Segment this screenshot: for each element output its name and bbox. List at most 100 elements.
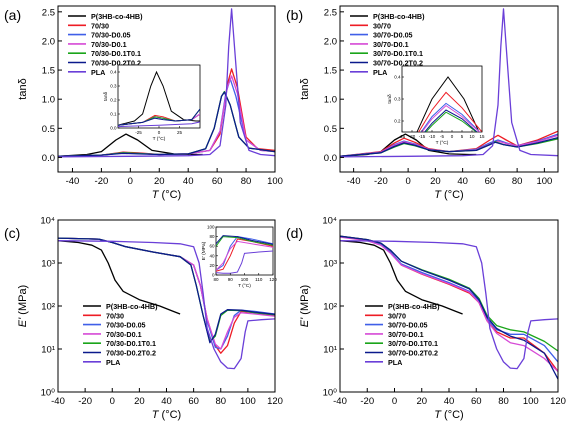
inset-x-tick-label: 10	[469, 134, 475, 139]
inset-y-tick-label: 0.3	[110, 84, 117, 89]
inset-x-axis-label: T (°C)	[436, 140, 449, 146]
series-line	[58, 240, 275, 370]
x-tick-label: 100	[267, 176, 283, 187]
inset-series-line	[425, 111, 478, 132]
inset-y-tick-label: 60	[209, 244, 215, 249]
inset-x-tick-label: -10	[429, 134, 436, 139]
legend-label: PLA	[388, 358, 402, 367]
inset-series-line	[118, 113, 200, 126]
plot-frame	[339, 5, 559, 173]
y-tick-label: 10³	[41, 259, 55, 270]
inset-frame	[215, 226, 274, 276]
inset-y-tick-label: 0.4	[110, 70, 117, 75]
legend: P(3HB-co-4HB)70/3070/30-D0.0570/30-D0.17…	[68, 12, 143, 77]
inset-plot: -25 -20 -15 -10 -5 0 5 10 15 0.2 0.3 0.4 T (°C) tanδ	[387, 65, 485, 146]
inset-x-tick-label: 110	[255, 277, 263, 282]
x-tick-label: -20	[360, 396, 374, 407]
legend-label: 30/70-D0.1T0.1	[373, 49, 423, 58]
legend-label: PLA	[91, 68, 105, 77]
legend-label: P(3HB-co-4HB)	[373, 12, 425, 21]
y-tick-label: 10⁰	[41, 388, 56, 399]
series-line	[340, 8, 558, 158]
inset-x-tick-label: 100	[241, 277, 249, 282]
legend-label: PLA	[373, 68, 387, 77]
inset-x-axis-label: T (°C)	[238, 283, 251, 289]
y-axis-label: tanδ	[299, 78, 311, 99]
panel-label: (b)	[286, 7, 303, 23]
legend-label: P(3HB-co-4HB)	[91, 12, 143, 21]
legend-label: P(3HB-co-4HB)	[388, 302, 440, 311]
x-tick-label: 60	[471, 396, 482, 407]
legend-label: P(3HB-co-4HB)	[106, 302, 158, 311]
x-tick-label: 20	[416, 396, 427, 407]
legend-label: 30/70-D0.1	[373, 40, 409, 49]
x-tick-label: 0	[405, 176, 410, 187]
panel-c: (c) -40 -20 0 20 40 60 80 100 120 10⁰ 10¹ 10² 10³ 10⁴ T…	[4, 216, 283, 422]
x-tick-label: -20	[78, 396, 92, 407]
y-tick-label: 0.5	[42, 124, 55, 135]
inset-x-axis-label: T (°C)	[153, 136, 166, 142]
plot-frame	[57, 5, 276, 173]
x-tick-label: -40	[347, 176, 361, 187]
x-tick-label: 40	[183, 176, 194, 187]
inset-y-tick-label: 0.0	[110, 126, 117, 131]
x-tick-label: 20	[134, 396, 145, 407]
y-axis-label: E' (MPa)	[299, 285, 311, 327]
x-tick-label: 80	[241, 176, 252, 187]
inset-x-tick-label: -25	[399, 134, 406, 139]
series-line	[340, 240, 558, 370]
y-tick-label: 1.0	[324, 95, 337, 106]
x-tick-label: 20	[430, 176, 441, 187]
inset-series-line	[216, 240, 273, 271]
panel-a: (a) -40 -20 0 20 40 60 80 100 0.0 0.5 1.0 1.5 2.0 2.5 T…	[4, 5, 283, 201]
inset-series-line	[216, 250, 273, 274]
inset-y-tick-label: 40	[209, 253, 215, 258]
inset-y-tick-label: 0.1	[110, 112, 117, 117]
x-tick-label: 60	[485, 176, 496, 187]
series-line	[58, 8, 275, 158]
x-tick-label: 120	[550, 396, 566, 407]
x-tick-label: 20	[154, 176, 165, 187]
legend-label: 30/70-D0.1T0.1	[388, 339, 438, 348]
panel-d: (d) -40 -20 0 20 40 60 80 100 120 10⁰ 10¹ 10² 10³ 10⁴ T…	[286, 216, 566, 422]
y-tick-label: 10⁴	[40, 216, 55, 227]
inset-y-tick-label: 80	[209, 234, 215, 239]
inset-x-tick-label: 80	[213, 277, 219, 282]
legend-label: 70/30-D0.05	[106, 321, 146, 330]
x-tick-label: 100	[240, 396, 256, 407]
y-tick-label: 1.0	[42, 95, 55, 106]
x-tick-label: 80	[512, 176, 523, 187]
inset-y-tick-label: 100	[207, 225, 215, 230]
inset-series-line	[216, 238, 273, 272]
y-tick-label: 0.0	[324, 153, 337, 164]
x-tick-label: 0	[110, 396, 115, 407]
legend-label: 70/30-D0.1T0.1	[106, 339, 156, 348]
inset-series-line	[424, 109, 478, 132]
x-tick-label: 0	[128, 176, 133, 187]
series-line	[58, 240, 181, 315]
y-tick-label: 10²	[323, 302, 337, 313]
legend-label: 30/70-D0.2T0.2	[388, 349, 438, 358]
y-tick-label: 10¹	[41, 345, 55, 356]
x-tick-label: 80	[498, 396, 509, 407]
inset-series-line	[418, 91, 482, 132]
x-tick-label: 120	[267, 396, 283, 407]
inset-series-line	[416, 76, 480, 132]
x-axis-label: T (°C)	[152, 189, 181, 201]
x-tick-label: -20	[374, 176, 388, 187]
x-tick-label: 100	[523, 396, 539, 407]
x-axis-label: T (°C)	[152, 409, 181, 421]
inset-x-tick-label: -15	[419, 134, 426, 139]
legend-label: 70/30-D0.1	[106, 330, 142, 339]
x-tick-label: 40	[457, 176, 468, 187]
legend-label: 70/30-D0.1	[91, 40, 127, 49]
inset-x-tick-label: 5	[461, 134, 464, 139]
inset-x-tick-label: 15	[479, 134, 485, 139]
y-axis-label: E' (MPa)	[17, 285, 29, 327]
x-tick-label: 40	[161, 396, 172, 407]
panel-b: (b)-40 -20 0 20 40 60 80 1000.00.51.01.52.02.5T…	[286, 5, 559, 201]
inset-x-tick-label: -20	[409, 134, 416, 139]
legend-label: 70/30-D0.2T0.2	[91, 59, 141, 68]
